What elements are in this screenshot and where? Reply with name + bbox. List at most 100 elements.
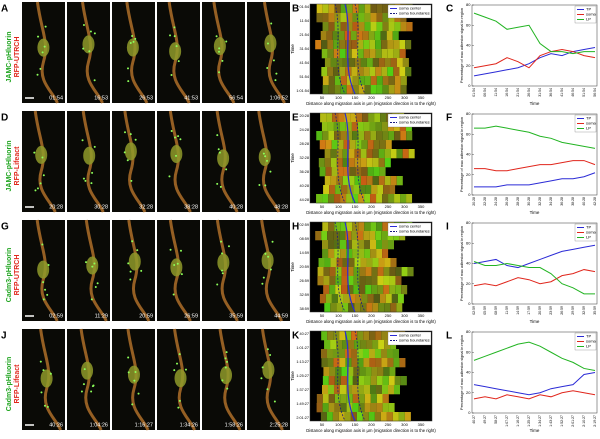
kymograph-cell	[346, 403, 353, 413]
kymograph-cell	[346, 394, 353, 404]
kymograph-cell	[407, 267, 414, 277]
legend-label: soma center	[399, 6, 422, 11]
kymograph-cell	[383, 285, 390, 295]
kymograph-cell	[382, 4, 389, 14]
kymograph-cell	[324, 340, 331, 350]
kymograph-cell	[401, 267, 408, 277]
y-tick-label: 0	[468, 192, 471, 197]
kymograph-cell	[360, 303, 367, 313]
adhesion-spot	[41, 243, 44, 246]
kymograph-cell	[375, 358, 382, 368]
kymograph-cell	[378, 176, 385, 186]
kymograph-cell	[323, 367, 330, 377]
x-tick-label: 51:54	[582, 88, 586, 97]
kymograph-cell	[339, 67, 346, 77]
kymograph-cell	[344, 412, 351, 422]
kymograph-cell	[350, 412, 357, 422]
plot-frame	[309, 221, 433, 313]
kymograph-cell	[322, 403, 329, 413]
kymograph-cell	[334, 85, 341, 95]
kymograph-cell	[334, 403, 341, 413]
kymograph-cell	[363, 240, 370, 250]
adhesion-spot	[123, 131, 126, 134]
kymograph-cell	[327, 49, 334, 59]
kymograph-cell	[400, 131, 407, 141]
kymograph-cell	[376, 376, 383, 386]
kymograph-cell	[345, 49, 352, 59]
legend-label: TP	[586, 334, 591, 339]
kymograph-cell	[370, 403, 377, 413]
x-tick-label: 01:54	[472, 88, 476, 97]
kymograph-cell	[347, 367, 354, 377]
plot-frame	[309, 330, 433, 422]
kymograph-cell	[333, 231, 340, 241]
x-tick-label: 23:59	[549, 306, 553, 315]
cell-soma	[262, 360, 275, 379]
kymograph-cell	[393, 67, 400, 77]
kymograph-cell	[335, 267, 342, 277]
x-tick-label: 1:07:27	[505, 415, 509, 427]
timestamp: 1:34:26	[180, 422, 198, 428]
adhesion-spot	[272, 59, 275, 62]
kymograph-cell	[339, 385, 346, 395]
kymograph-cell	[322, 249, 329, 259]
kymograph-cell	[340, 85, 347, 95]
cell-soma	[169, 42, 182, 61]
adhesion-spot	[264, 184, 267, 187]
kymograph-cell	[340, 394, 347, 404]
series-line	[473, 269, 596, 287]
kymograph-cell	[341, 267, 348, 277]
y-tick-label: 0	[468, 301, 471, 306]
kymograph-cell	[339, 49, 346, 59]
kymograph-cell	[366, 340, 373, 350]
adhesion-spot	[178, 399, 181, 402]
adhesion-spot	[225, 168, 228, 171]
kymograph-cell	[379, 294, 386, 304]
y-tick-label: 08:59	[299, 237, 309, 241]
kymograph-cell	[327, 331, 334, 341]
x-tick-label: 34:28	[549, 197, 553, 206]
adhesion-spot	[179, 249, 182, 252]
x-tick-label: 100	[335, 95, 342, 100]
kymograph-cell	[370, 13, 377, 23]
x-tick-label: 21:54	[516, 88, 520, 97]
adhesion-spot	[220, 240, 223, 243]
adhesion-spot	[41, 156, 44, 159]
kymograph-cell	[376, 22, 383, 32]
timestamp: 20:59	[139, 313, 153, 319]
kymograph-cell	[396, 58, 403, 68]
y-tick-label: 1:13:27	[296, 360, 309, 364]
timestamp: 1:58:26	[225, 422, 243, 428]
kymograph-cell	[396, 303, 403, 313]
y-tick-label: 26:59	[299, 279, 309, 283]
kymograph-cell	[394, 85, 401, 95]
kymograph-cell	[384, 258, 391, 268]
kymograph-cell	[351, 122, 358, 132]
cell-process	[167, 1, 191, 104]
kymograph-cell	[327, 40, 334, 50]
cell-soma	[82, 35, 95, 54]
y-tick-label: 60	[466, 131, 471, 136]
x-tick-label: 300	[401, 422, 408, 427]
kymograph-cell	[349, 167, 356, 177]
kymograph-cell	[346, 131, 353, 141]
kymograph-cell	[324, 158, 331, 168]
y-tick-label: 14:59	[299, 251, 309, 255]
panel-letter: C	[446, 4, 453, 15]
kymograph-cell	[350, 349, 357, 359]
kymograph-cell	[393, 49, 400, 59]
kymograph-cell	[322, 394, 329, 404]
x-tick-label: 150	[352, 95, 359, 100]
kymograph-cell	[346, 4, 353, 14]
kymograph-cell	[347, 285, 354, 295]
adhesion-spot	[36, 187, 39, 190]
kymograph-cell	[371, 285, 378, 295]
kymograph-cell	[365, 267, 372, 277]
kymograph-cell	[351, 49, 358, 59]
kymograph-cell	[341, 276, 348, 286]
kymograph-cell	[349, 294, 356, 304]
adhesion-spot	[258, 183, 261, 186]
x-tick-label: 350	[418, 204, 425, 209]
x-tick-label: 2:10:27	[582, 415, 586, 427]
